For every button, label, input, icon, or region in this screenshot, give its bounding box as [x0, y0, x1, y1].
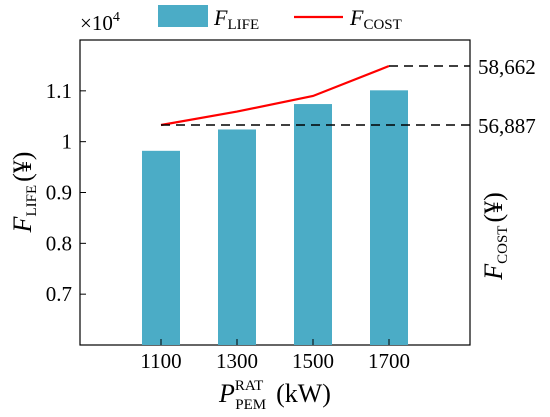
y-tick-label-0.8: 0.8: [46, 231, 72, 255]
cost-line-series: [160, 64, 390, 127]
y-multiplier: ×104: [80, 10, 120, 35]
legend-label-life: FLIFE: [213, 5, 259, 33]
cost-line: [160, 64, 390, 127]
x-tick-label-1700: 1700: [368, 349, 410, 373]
x-tick-label-1500: 1500: [292, 349, 334, 373]
legend-swatch-life: [158, 5, 208, 27]
reference-lines: [161, 65, 470, 126]
legend-label-cost: FCOST: [349, 5, 402, 33]
bar-life-1100: [142, 150, 180, 345]
ref-label-min: 56,887: [478, 114, 536, 138]
y-tick-label-0.9: 0.9: [46, 181, 72, 205]
y-tick-label-0.7: 0.7: [46, 282, 72, 306]
x-tick-label-1100: 1100: [140, 349, 181, 373]
bar-life-1700: [370, 90, 408, 345]
left-y-ticks: 0.7 0.8 0.9 1 1.1: [46, 79, 86, 306]
y-multiplier-exponent: 4: [113, 10, 120, 25]
y-axis-label-left: FLIFE(¥): [8, 152, 40, 234]
bar-life-1300: [218, 129, 256, 345]
x-axis-label: PRAT PEM (kW): [218, 378, 331, 413]
bar-life-1500: [294, 104, 332, 345]
legend: FLIFE FCOST: [158, 5, 402, 33]
ref-label-max: 58,662: [478, 55, 536, 79]
x-ticks: 1100 1300 1500 1700: [140, 339, 410, 373]
x-tick-label-1300: 1300: [216, 349, 258, 373]
y-tick-label-1: 1: [62, 130, 73, 154]
y-tick-label-1.1: 1.1: [46, 79, 72, 103]
plot-area-frame: [79, 39, 471, 346]
y-axis-label-right: FCOST(¥): [479, 192, 511, 281]
bar-series: [142, 90, 408, 345]
